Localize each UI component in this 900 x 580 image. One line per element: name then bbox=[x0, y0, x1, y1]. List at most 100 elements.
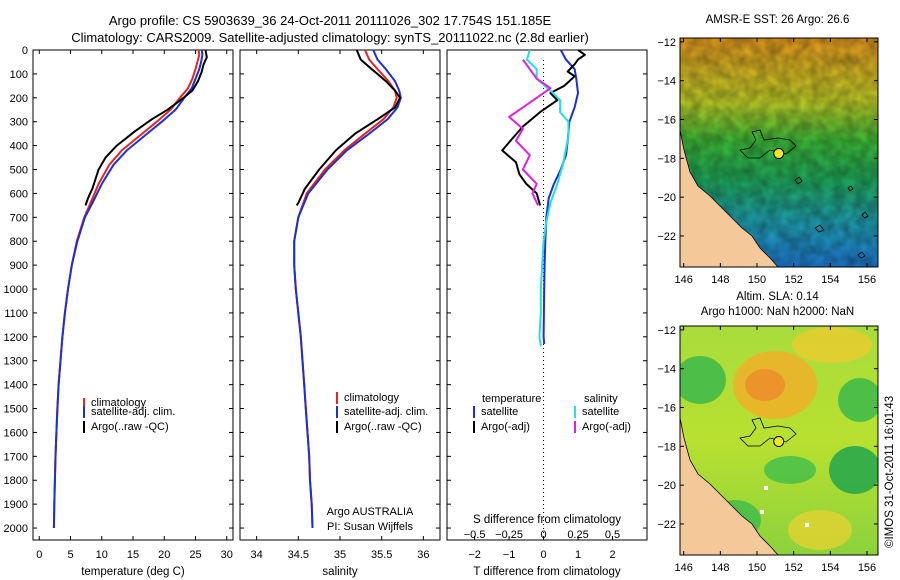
x-tick-label: 1 bbox=[575, 549, 581, 561]
salinity-panel: 34 34.5 35 35.5 36 salinity bbox=[239, 49, 441, 578]
reef-outline bbox=[739, 417, 797, 447]
lon-tick-label: 154 bbox=[821, 274, 839, 286]
sst-map: −12 −14 −16 −18 −20 −22 146 148 150 152 154 156 bbox=[657, 37, 879, 286]
x2-tick-label: 0.5 bbox=[605, 529, 620, 541]
plot-frame bbox=[446, 49, 648, 541]
x-tick-label: 0 bbox=[540, 549, 546, 561]
x2-tick-label: −0.25 bbox=[495, 529, 523, 541]
x-tick-label: 0 bbox=[36, 549, 42, 561]
series-line-climatology bbox=[52, 49, 201, 529]
float-pi: PI: Susan Wijffels bbox=[327, 521, 413, 533]
lon-tick-label: 148 bbox=[711, 274, 729, 286]
lon-tick-label: 152 bbox=[784, 562, 802, 574]
series-line-temperature-argo bbox=[501, 49, 586, 206]
difference-legend: temperature salinity satellite Argo(-adj… bbox=[473, 393, 631, 433]
australia-land bbox=[680, 129, 779, 267]
legend-satellite-label: satellite-adj. clim. bbox=[344, 406, 428, 418]
temperature-panel: 0100200300400500600700800900100011001200… bbox=[4, 45, 234, 578]
x-tick-label: −1 bbox=[503, 549, 516, 561]
x-tick-label: 2 bbox=[609, 549, 615, 561]
x-axis-label: salinity bbox=[322, 566, 357, 578]
sst-lon-axis: 146 148 150 152 154 156 bbox=[674, 38, 876, 286]
x-tick-label: 25 bbox=[189, 549, 201, 561]
data-gap-marker bbox=[760, 510, 764, 514]
salinity-legend: climatology satellite-adj. clim. Argo(..… bbox=[327, 392, 429, 533]
depth-tick-label: 1500 bbox=[4, 404, 28, 416]
legend-argo-label: Argo(..raw -QC) bbox=[91, 421, 169, 433]
x-tick-label: 35 bbox=[334, 549, 346, 561]
legend-salinity-header: salinity bbox=[584, 393, 618, 405]
lat-tick-label: −12 bbox=[657, 37, 676, 49]
lon-tick-label: 154 bbox=[821, 562, 839, 574]
lat-tick-label: −18 bbox=[657, 441, 676, 453]
sla-high-north bbox=[792, 327, 872, 363]
lon-tick-label: 146 bbox=[674, 274, 692, 286]
sla-low-east bbox=[838, 378, 878, 422]
depth-tick-label: 1700 bbox=[4, 451, 28, 463]
x-axis-label: temperature (deg C) bbox=[81, 566, 185, 578]
data-gap-marker bbox=[805, 523, 809, 527]
depth-tick-label: 500 bbox=[10, 165, 28, 177]
depth-tick-label: 900 bbox=[10, 260, 28, 272]
legend-satellite-label: satellite-adj. clim. bbox=[91, 406, 175, 418]
sla-map-title-2: Argo h1000: NaN h2000: NaN bbox=[700, 306, 855, 318]
figure-title-line-1: Argo profile: CS 5903639_36 24-Oct-2011 … bbox=[108, 13, 552, 28]
x2-tick-label: 0.25 bbox=[567, 529, 588, 541]
x-tick-label: 15 bbox=[127, 549, 139, 561]
legend-sal-satellite-label: satellite bbox=[582, 406, 619, 418]
lon-tick-label: 150 bbox=[748, 274, 766, 286]
x2-tick-label: 0 bbox=[540, 529, 546, 541]
plot-frame bbox=[32, 49, 234, 541]
legend-argo-label: Argo(..raw -QC) bbox=[344, 421, 422, 433]
sla-low-south bbox=[764, 456, 816, 484]
lat-tick-label: −18 bbox=[657, 153, 676, 165]
sst-map-frame bbox=[679, 37, 879, 268]
sla-low-southeast bbox=[829, 446, 878, 494]
sla-low-west bbox=[680, 356, 726, 404]
difference-panel: −2 −1 0 1 2 −0.5 −0.25 0 0.25 0.5 S difference fro… bbox=[446, 49, 648, 578]
sla-lon-axis: 146 148 150 152 154 156 bbox=[674, 326, 876, 574]
temperature-legend: climatology satellite-adj. clim. Argo(..… bbox=[83, 397, 175, 433]
lon-tick-label: 152 bbox=[784, 274, 802, 286]
depth-tick-label: 1300 bbox=[4, 356, 28, 368]
sla-high-core bbox=[745, 369, 785, 401]
lat-tick-label: −16 bbox=[657, 403, 676, 415]
depth-tick-label: 700 bbox=[10, 212, 28, 224]
lat-tick-label: −14 bbox=[657, 364, 676, 376]
lon-tick-label: 148 bbox=[711, 562, 729, 574]
legend-temperature-header: temperature bbox=[482, 393, 541, 405]
x-tick-label: 35.5 bbox=[371, 549, 392, 561]
lat-tick-label: −12 bbox=[657, 325, 676, 337]
figure-title-line-2: Climatology: CARS2009. Satellite-adjuste… bbox=[71, 30, 589, 45]
legend-temp-satellite-label: satellite bbox=[481, 406, 518, 418]
lat-tick-label: −22 bbox=[657, 519, 676, 531]
depth-tick-label: 1200 bbox=[4, 332, 28, 344]
x2-tick-label: −0.5 bbox=[464, 529, 486, 541]
legend-temp-argo-label: Argo(-adj) bbox=[481, 421, 530, 433]
depth-tick-label: 1100 bbox=[4, 308, 28, 320]
sla-high-south bbox=[788, 510, 852, 550]
series-line-argo bbox=[84, 49, 208, 206]
series-line-satellite bbox=[293, 49, 402, 529]
depth-tick-label: 0 bbox=[22, 45, 28, 57]
x-tick-label: 36 bbox=[417, 549, 429, 561]
lat-tick-label: −20 bbox=[657, 480, 676, 492]
reef-outline bbox=[739, 129, 797, 159]
sla-map-title-1: Altim. SLA: 0.14 bbox=[736, 291, 819, 303]
lon-tick-label: 150 bbox=[748, 562, 766, 574]
sla-lat-axis: −12 −14 −16 −18 −20 −22 bbox=[657, 325, 878, 531]
series-line-satellite bbox=[52, 49, 204, 529]
x-tick-label: −2 bbox=[468, 549, 481, 561]
series-line-temperature-satellite bbox=[542, 49, 579, 345]
depth-tick-label: 200 bbox=[10, 93, 28, 105]
depth-tick-label: 400 bbox=[10, 141, 28, 153]
lon-tick-label: 156 bbox=[858, 274, 876, 286]
legend-sal-argo-label: Argo(-adj) bbox=[582, 421, 631, 433]
depth-tick-label: 1800 bbox=[4, 475, 28, 487]
lat-tick-label: −20 bbox=[657, 192, 676, 204]
series-line-argo bbox=[295, 49, 401, 206]
x-tick-label: 34.5 bbox=[288, 549, 309, 561]
depth-tick-label: 800 bbox=[10, 236, 28, 248]
plot-frame bbox=[239, 49, 441, 541]
